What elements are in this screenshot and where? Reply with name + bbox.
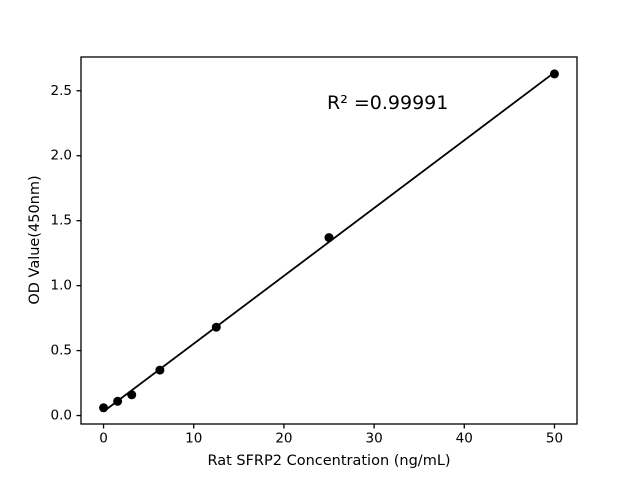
data-series <box>99 69 559 413</box>
x-tick-label: 40 <box>456 431 473 447</box>
plot-border <box>80 56 578 425</box>
y-axis: 0.0 0.5 1.0 1.5 2.0 2.5 <box>51 83 81 424</box>
y-axis-label: OD Value(450nm) <box>27 175 43 304</box>
y-tick-label: 1.0 <box>51 278 72 294</box>
x-tick-label: 50 <box>546 431 563 447</box>
data-point <box>211 322 221 332</box>
y-tick-label: 0.0 <box>51 408 72 424</box>
x-tick-label: 10 <box>185 431 202 447</box>
x-tick-label: 0 <box>99 431 108 447</box>
y-tick-label: 1.5 <box>51 213 72 229</box>
y-tick-label: 2.0 <box>51 148 72 164</box>
r-squared-annotation: R² =0.99991 <box>327 92 448 114</box>
data-point <box>113 396 123 406</box>
x-axis-label: Rat SFRP2 Concentration (ng/mL) <box>207 453 450 469</box>
x-tick-label: 20 <box>275 431 292 447</box>
data-point <box>549 69 559 79</box>
data-point <box>127 390 137 400</box>
x-axis: 0 10 20 30 40 50 <box>99 424 563 447</box>
data-point <box>155 365 165 375</box>
y-tick-label: 0.5 <box>51 343 72 359</box>
y-tick-label: 2.5 <box>51 83 72 99</box>
x-tick-label: 30 <box>365 431 382 447</box>
data-point <box>99 403 109 413</box>
data-point <box>324 233 334 243</box>
